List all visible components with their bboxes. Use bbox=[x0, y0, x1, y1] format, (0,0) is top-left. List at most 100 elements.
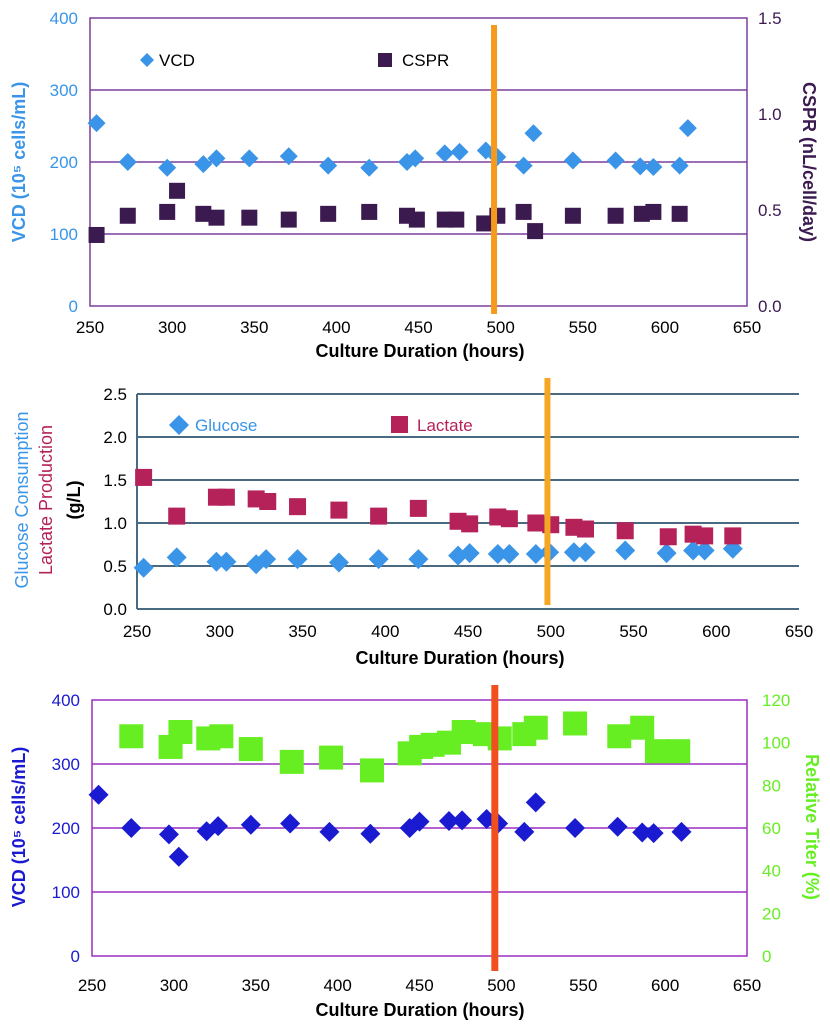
cspr-point bbox=[515, 203, 532, 220]
titer-point bbox=[238, 737, 263, 762]
vcd-point bbox=[524, 124, 543, 143]
vcd-point bbox=[158, 824, 179, 845]
glucose-point bbox=[133, 557, 154, 578]
y-left-axis-title: VCD (10⁵ cells/mL) bbox=[9, 747, 29, 908]
vcd-point bbox=[565, 818, 586, 838]
cspr-point bbox=[361, 203, 378, 220]
titer-point bbox=[360, 758, 385, 783]
y-right-tick-label: 40 bbox=[762, 862, 781, 881]
glucose-point bbox=[563, 542, 584, 563]
cspr-point bbox=[119, 207, 136, 224]
cspr-point bbox=[208, 209, 225, 226]
x-axis-title: Culture Duration (hours) bbox=[316, 341, 525, 361]
x-tick-label: 500 bbox=[537, 622, 565, 641]
lactate-point bbox=[500, 510, 518, 528]
vcd-point bbox=[168, 846, 189, 867]
y-tick-label: 1.0 bbox=[103, 514, 127, 533]
glucose-point bbox=[216, 551, 237, 572]
vcd-point bbox=[606, 151, 625, 170]
x-tick-label: 650 bbox=[733, 976, 761, 995]
glucose-point bbox=[525, 543, 546, 564]
vcd-point bbox=[87, 114, 106, 133]
cspr-point bbox=[645, 203, 662, 220]
legend-glucose-diamond bbox=[169, 415, 189, 435]
x-tick-label: 350 bbox=[240, 318, 268, 337]
cspr-point bbox=[564, 207, 581, 224]
lactate-point bbox=[168, 507, 186, 525]
x-axis-title: Culture Duration (hours) bbox=[356, 648, 565, 668]
y-left-tick-label: 200 bbox=[50, 153, 78, 172]
lactate-point bbox=[330, 501, 348, 519]
x-tick-label: 400 bbox=[371, 622, 399, 641]
x-tick-labels: 250 300 350 400 450 500 550 600 650 bbox=[123, 622, 813, 641]
y-right-axis-title: CSPR (nL/cell/day) bbox=[799, 82, 819, 242]
titer-point bbox=[630, 715, 655, 740]
titer-point bbox=[523, 715, 548, 740]
legend-cspr-label: CSPR bbox=[402, 51, 449, 70]
x-tick-label: 550 bbox=[569, 318, 597, 337]
vcd-point bbox=[118, 153, 137, 171]
y-tick-label: 2.0 bbox=[103, 428, 127, 447]
titer-point bbox=[607, 724, 632, 749]
lactate-point bbox=[724, 527, 742, 545]
lactate-point bbox=[409, 499, 427, 517]
legend-lactate-square bbox=[391, 416, 408, 433]
y-tick-label: 2.5 bbox=[103, 385, 127, 404]
vcd-point bbox=[279, 147, 298, 166]
y-right-tick-label: 1.5 bbox=[758, 9, 782, 28]
y-left-tick-label: 400 bbox=[50, 9, 78, 28]
vcd-point bbox=[240, 149, 259, 168]
lactate-point bbox=[289, 498, 307, 516]
x-tick-label: 500 bbox=[486, 318, 514, 337]
lactate-point bbox=[577, 520, 595, 538]
x-tick-label: 600 bbox=[702, 622, 730, 641]
cspr-point bbox=[320, 205, 337, 222]
legend-cspr-square bbox=[378, 53, 392, 67]
glucose-point bbox=[722, 538, 743, 559]
glucose-point bbox=[287, 549, 308, 570]
glucose-point bbox=[256, 549, 277, 570]
cspr-point bbox=[195, 205, 212, 222]
cspr-point bbox=[671, 205, 688, 222]
glucose-point bbox=[166, 547, 187, 568]
x-tick-label: 300 bbox=[206, 622, 234, 641]
legend-vcd-label: VCD bbox=[159, 51, 195, 70]
y-left-tick-label: 300 bbox=[50, 81, 78, 100]
x-tick-label: 600 bbox=[651, 976, 679, 995]
y-right-tick-labels: 0.0 0.5 1.0 1.5 bbox=[758, 9, 782, 316]
vcd-point bbox=[514, 821, 535, 842]
x-axis-title: Culture Duration (hours) bbox=[316, 1000, 525, 1020]
y-left-tick-label: 0 bbox=[71, 947, 80, 966]
x-tick-label: 450 bbox=[454, 622, 482, 641]
x-tick-label: 300 bbox=[160, 976, 188, 995]
vcd-point bbox=[406, 149, 425, 168]
cspr-point bbox=[527, 223, 544, 240]
x-tick-label: 350 bbox=[288, 622, 316, 641]
y-right-tick-label: 1.0 bbox=[758, 105, 782, 124]
y-right-tick-label: 0.0 bbox=[758, 297, 782, 316]
vcd-point bbox=[88, 784, 109, 805]
lactate-point bbox=[696, 527, 714, 545]
y-left-tick-labels: 0 100 200 300 400 bbox=[52, 691, 80, 966]
cspr-point bbox=[241, 209, 258, 226]
vcd-point bbox=[563, 151, 582, 170]
cspr-point bbox=[408, 211, 425, 228]
y-left-tick-labels: 0.0 0.5 1.0 1.5 2.0 2.5 bbox=[103, 385, 127, 619]
cspr-point bbox=[169, 182, 186, 199]
vcd-point bbox=[208, 816, 229, 837]
y-left-tick-label: 200 bbox=[52, 819, 80, 838]
x-tick-labels: 250 300 350 400 450 500 550 600 650 bbox=[78, 976, 761, 995]
y-axis-title-lactate: Lactate Production bbox=[36, 425, 56, 575]
legend-lactate-label: Lactate bbox=[417, 416, 473, 435]
glucose-point bbox=[694, 540, 715, 561]
titer-point bbox=[119, 724, 144, 749]
x-tick-label: 650 bbox=[733, 318, 761, 337]
x-tick-label: 250 bbox=[76, 318, 104, 337]
legend-vcd-diamond bbox=[140, 53, 154, 67]
y-right-tick-label: 120 bbox=[762, 691, 790, 710]
gridlines bbox=[136, 393, 799, 610]
titer-point bbox=[279, 749, 304, 774]
x-tick-label: 350 bbox=[242, 976, 270, 995]
y-left-tick-label: 100 bbox=[50, 225, 78, 244]
chart-marks bbox=[133, 468, 743, 578]
